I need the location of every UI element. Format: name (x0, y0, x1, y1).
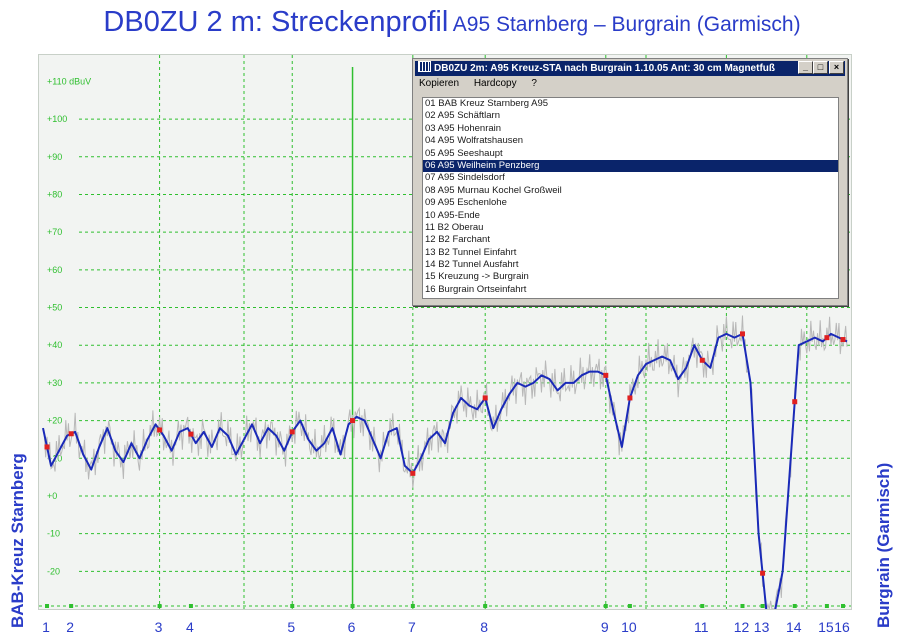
checkpoint-marker (188, 431, 194, 437)
x-tick-label: 6 (348, 619, 356, 635)
checkpoint-list-item[interactable]: 12 B2 Farchant (425, 234, 490, 246)
checkpoint-tick (69, 604, 74, 608)
y-tick-label: +20 (47, 416, 62, 426)
x-tick-label: 1 (42, 619, 50, 635)
checkpoint-marker (603, 372, 609, 378)
minimize-button[interactable]: _ (798, 61, 813, 74)
checkpoint-marker (44, 444, 50, 450)
checkpoint-list-item[interactable]: 15 Kreuzung -> Burgrain (425, 271, 529, 283)
checkpoint-list-item[interactable]: 14 B2 Tunnel Ausfahrt (425, 259, 519, 271)
title-sub: A95 Starnberg – Burgrain (Garmisch) (452, 13, 801, 36)
checkpoint-tick (700, 604, 705, 608)
checkpoint-list-item[interactable]: 10 A95-Ende (425, 209, 480, 221)
checkpoint-tick (627, 604, 632, 608)
checkpoint-list-item[interactable]: 05 A95 Seeshaupt (425, 147, 503, 159)
checkpoint-list-item[interactable]: 02 A95 Schäftlarn (425, 110, 500, 122)
window-menu: Kopieren Hardcopy ? (419, 78, 549, 89)
checkpoint-tick (792, 604, 797, 608)
checkpoint-marker (840, 337, 846, 343)
window-icon (418, 61, 431, 72)
checkpoint-list[interactable]: 01 BAB Kreuz Starnberg A95 02 A95 Schäftl… (422, 97, 839, 299)
raw-signal-line (42, 315, 848, 609)
checkpoint-tick (760, 604, 765, 608)
checkpoint-tick (350, 604, 355, 608)
x-tick-label: 7 (408, 619, 416, 635)
smoothed-signal-line (42, 332, 848, 609)
checkpoint-marker (68, 431, 74, 437)
checkpoint-marker (410, 470, 416, 476)
y-tick-label: -20 (47, 566, 60, 576)
y-tick-label: -10 (47, 529, 60, 539)
checkpoint-tick (410, 604, 415, 608)
y-tick-label: +110 dBuV (47, 76, 91, 86)
x-tick-label: 10 (621, 619, 637, 635)
checkpoint-list-item[interactable]: 13 B2 Tunnel Einfahrt (425, 246, 517, 258)
checkpoint-list-item[interactable]: 04 A95 Wolfratshausen (425, 135, 524, 147)
y-tick-label: +40 (47, 340, 62, 350)
y-tick-label: +80 (47, 189, 62, 199)
checkpoint-list-item[interactable]: 16 Burgrain Ortseinfahrt (425, 283, 527, 295)
window-title: DB0ZU 2m: A95 Kreuz-STA nach Burgrain 1.… (434, 63, 775, 74)
checkpoint-list-item[interactable]: 03 A95 Hohenrain (425, 122, 502, 134)
x-tick-label: 13 (754, 619, 770, 635)
close-button[interactable]: × (829, 61, 844, 74)
y-tick-label: +60 (47, 265, 62, 275)
checkpoint-marker (157, 427, 163, 433)
checkpoint-tick (157, 604, 162, 608)
x-tick-label: 5 (287, 619, 295, 635)
y-tick-label: +50 (47, 303, 62, 313)
menu-help[interactable]: ? (531, 78, 537, 89)
maximize-button[interactable]: □ (813, 61, 828, 74)
title-main: DB0ZU 2 m: Streckenprofil (103, 6, 449, 38)
checkpoint-tick (483, 604, 488, 608)
checkpoint-marker (739, 331, 745, 337)
x-tick-label: 11 (694, 619, 709, 635)
x-tick-label: 12 (734, 619, 750, 635)
checkpoint-tick (740, 604, 745, 608)
end-label: Burgrain (Garmisch) (874, 462, 893, 628)
start-label: BAB-Kreuz Starnberg (8, 453, 27, 628)
checkpoint-list-item[interactable]: 01 BAB Kreuz Starnberg A95 (425, 98, 549, 109)
checkpoint-list-item[interactable]: 07 A95 Sindelsdorf (425, 172, 505, 184)
checkpoint-tick (290, 604, 295, 608)
menu-kopieren[interactable]: Kopieren (419, 78, 460, 89)
checkpoint-marker (289, 429, 295, 435)
checkpoint-tick (603, 604, 608, 608)
checkpoint-list-item[interactable]: 09 A95 Eschenlohe (425, 197, 507, 209)
x-tick-label: 14 (786, 619, 802, 635)
x-tick-label: 16 (834, 619, 850, 635)
checkpoint-marker (627, 395, 633, 401)
menu-hardcopy[interactable]: Hardcopy (473, 78, 517, 89)
checkpoint-list-item[interactable]: 06 A95 Weilheim Penzberg (423, 159, 838, 173)
checkpoint-list-item[interactable]: 11 B2 Oberau (425, 221, 484, 233)
x-tick-label: 3 (155, 619, 163, 635)
checkpoint-marker (482, 395, 488, 401)
checkpoint-tick (45, 604, 50, 608)
y-tick-label: +70 (47, 227, 62, 237)
x-tick-label: 15 (818, 619, 834, 635)
y-tick-label: +90 (47, 152, 62, 162)
checkpoint-marker (699, 357, 705, 363)
x-tick-label: 4 (186, 619, 194, 635)
checkpoint-list-item[interactable]: 08 A95 Murnau Kochel Großweil (425, 184, 562, 196)
y-tick-label: +30 (47, 378, 62, 388)
checkpoint-marker (350, 418, 356, 424)
checkpoint-marker (760, 570, 766, 576)
checkpoint-marker (792, 399, 798, 405)
checkpoint-tick (188, 604, 193, 608)
x-tick-label: 2 (66, 619, 74, 635)
x-tick-label: 8 (480, 619, 488, 635)
checkpoint-tick (824, 604, 829, 608)
y-tick-label: +100 (47, 114, 67, 124)
x-axis-labels: 1 2 3 4 5 6 7 8 9 10 11 12 13 14 15 16 (42, 619, 850, 635)
x-tick-label: 9 (601, 619, 609, 635)
checkpoint-window[interactable]: DB0ZU 2m: A95 Kreuz-STA nach Burgrain 1.… (412, 58, 848, 306)
checkpoint-tick (840, 604, 845, 608)
chart-title: DB0ZU 2 m: Streckenprofil A95 Starnberg … (0, 6, 904, 39)
y-tick-label: +0 (47, 491, 57, 501)
window-titlebar[interactable]: DB0ZU 2m: A95 Kreuz-STA nach Burgrain 1.… (415, 61, 845, 76)
checkpoint-marker (824, 335, 830, 341)
